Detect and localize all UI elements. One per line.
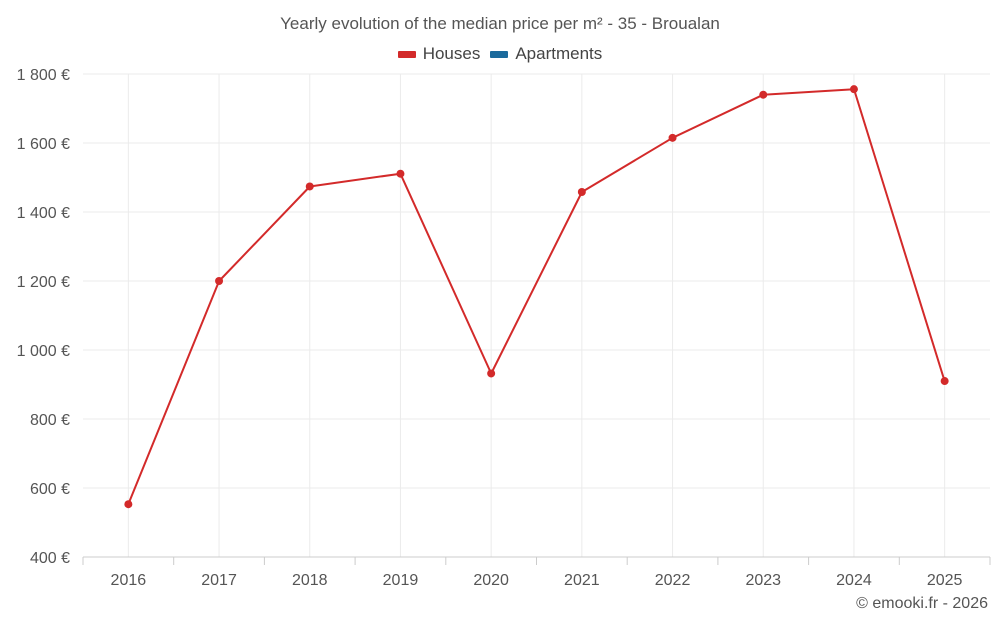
y-tick-label: 1 800 € xyxy=(17,67,70,84)
data-point-2019[interactable] xyxy=(396,169,405,178)
axes xyxy=(82,556,991,565)
y-tick-label: 1 400 € xyxy=(17,205,70,222)
x-tick-label: 2019 xyxy=(383,572,419,589)
y-tick-label: 800 € xyxy=(30,412,70,429)
credit-text: © emooki.fr - 2026 xyxy=(856,595,988,612)
data-point-2023[interactable] xyxy=(759,90,768,99)
x-tick-label: 2018 xyxy=(292,572,328,589)
x-tick-label: 2020 xyxy=(473,572,509,589)
y-tick-label: 1 000 € xyxy=(17,343,70,360)
legend-item-houses[interactable]: Houses xyxy=(397,44,481,64)
x-tick-labels: 2016 2017 2018 2019 2020 2021 2022 2023 2024 2025 xyxy=(111,572,963,589)
x-tick-label: 2025 xyxy=(927,572,963,589)
data-point-2022[interactable] xyxy=(668,133,677,142)
data-point-2024[interactable] xyxy=(849,85,858,94)
data-point-2025[interactable] xyxy=(940,377,949,386)
y-tick-label: 1 200 € xyxy=(17,274,70,291)
legend-swatch-apartments xyxy=(490,50,509,58)
series-line-houses xyxy=(127,88,946,505)
x-tick-label: 2023 xyxy=(745,572,781,589)
series-houses xyxy=(124,85,949,509)
y-tick-label: 1 600 € xyxy=(17,136,70,153)
legend-label-apartments: Apartments xyxy=(515,44,603,63)
legend-swatch-houses xyxy=(397,50,416,58)
grid-lines xyxy=(83,73,990,557)
legend-item-apartments[interactable]: Apartments xyxy=(490,44,602,64)
y-tick-label: 400 € xyxy=(30,550,70,567)
y-tick-labels: 400 € 600 € 800 € 1 000 € 1 200 € 1 400 € 1 60… xyxy=(17,67,70,567)
data-point-2016[interactable] xyxy=(124,500,133,509)
legend: Houses Apartments xyxy=(0,44,1000,64)
y-tick-label: 600 € xyxy=(30,481,70,498)
data-point-2021[interactable] xyxy=(577,187,586,196)
data-point-2020[interactable] xyxy=(487,369,496,378)
legend-label-houses: Houses xyxy=(422,44,481,63)
x-tick-label: 2021 xyxy=(564,572,600,589)
chart-title: Yearly evolution of the median price per… xyxy=(280,14,720,33)
data-point-2018[interactable] xyxy=(305,182,314,191)
x-tick-label: 2022 xyxy=(655,572,691,589)
x-tick-label: 2017 xyxy=(201,572,237,589)
x-tick-label: 2016 xyxy=(111,572,147,589)
x-tick-label: 2024 xyxy=(836,572,872,589)
data-point-2017[interactable] xyxy=(215,277,224,285)
